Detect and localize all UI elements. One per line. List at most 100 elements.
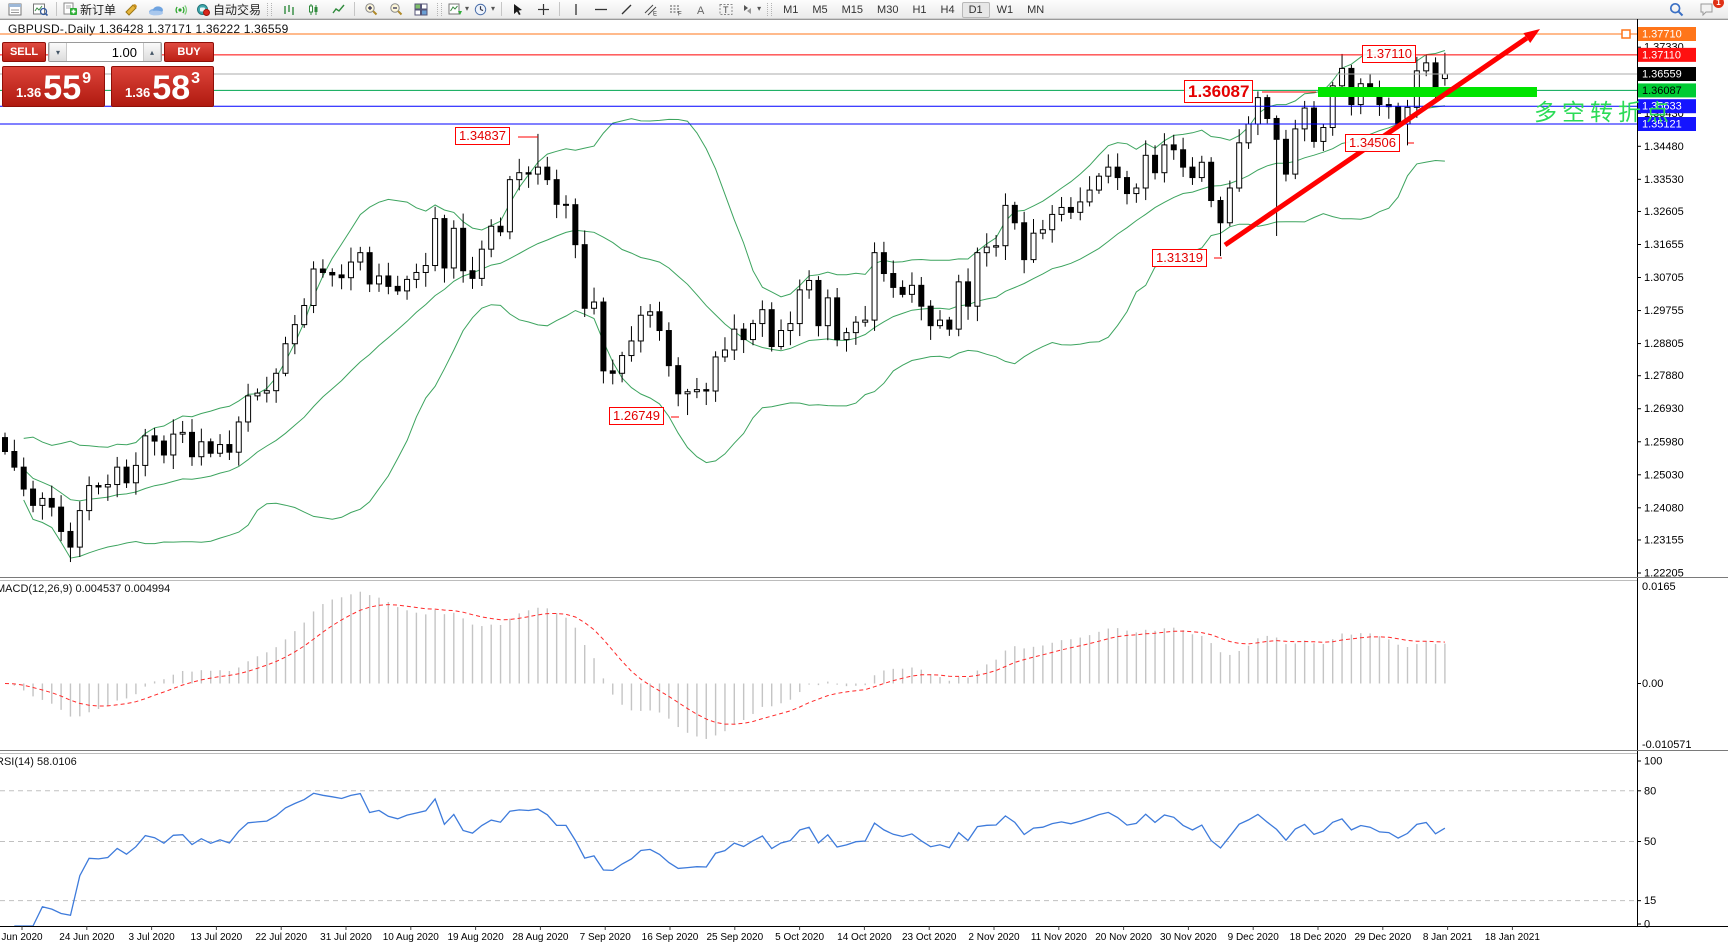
rsi-plot-layer — [0, 790, 1637, 926]
styler-brush-icon[interactable] — [119, 1, 143, 18]
macd-indicator-label: MACD(12,26,9) 0.004537 0.004994 — [0, 583, 171, 595]
rsi-axis-label: 50 — [1644, 836, 1656, 848]
timeframe-button-M1[interactable]: M1 — [783, 4, 799, 16]
new-order-button[interactable]: 新订单 — [61, 1, 118, 18]
cursor-tool-button[interactable] — [506, 1, 530, 18]
sell-price-button[interactable]: 1.36 55 9 — [2, 66, 105, 107]
date-label: 31 Jul 2020 — [320, 932, 372, 943]
arrows-tool-button[interactable]: ▾ — [739, 1, 763, 18]
price-tag[interactable]: 1.34837 — [455, 127, 510, 146]
date-label: Jun 2020 — [1, 932, 43, 943]
price-tag[interactable]: 1.34506 — [1345, 134, 1400, 153]
date-label: 2 Nov 2020 — [968, 932, 1020, 943]
price-tick-label: 1.30705 — [1644, 272, 1684, 284]
timeframe-button-W1[interactable]: W1 — [996, 4, 1014, 16]
notification-count-badge: 1 — [1713, 0, 1724, 8]
new-order-label: 新订单 — [80, 2, 117, 17]
crosshair-tool-button[interactable] — [531, 1, 555, 18]
price-tag[interactable]: 1.26749 — [609, 407, 664, 426]
timeframe-button-M15[interactable]: M15 — [841, 4, 864, 16]
date-label: 24 Jun 2020 — [59, 932, 114, 943]
trendline-tool-button[interactable] — [614, 1, 638, 18]
price-marker-label — [1638, 27, 1696, 41]
equidistant-channel-tool-button[interactable]: E — [639, 1, 663, 18]
ohlc-values: 1.36428 1.37171 1.36222 1.36559 — [98, 22, 289, 36]
signals-icon[interactable] — [169, 1, 193, 18]
mql5-cloud-icon[interactable] — [144, 1, 168, 18]
macd-histogram — [13, 591, 1446, 739]
sell-button[interactable]: SELL — [2, 42, 46, 62]
text-label-tool-button[interactable]: T — [714, 1, 738, 18]
annotation-text-note[interactable]: 多空转折点 — [1534, 99, 1674, 125]
zoom-out-button[interactable] — [384, 1, 408, 18]
timeframe-button-M5[interactable]: M5 — [812, 4, 828, 16]
trend-arrowhead — [1523, 29, 1540, 43]
auto-trading-label: 自动交易 — [213, 2, 262, 17]
chevron-down-icon: ▾ — [465, 4, 470, 13]
volume-decrease-button[interactable]: ▾ — [49, 43, 67, 61]
price-tick-label: 1.28805 — [1644, 338, 1684, 350]
volume-input[interactable] — [67, 43, 143, 61]
price-marker-text: 1.35633 — [1642, 101, 1682, 113]
one-click-trading-panel: SELL ▾ ▴ BUY 1.36 55 9 1.36 58 3 — [2, 42, 214, 107]
search-icon[interactable] — [1664, 1, 1688, 18]
date-label: 28 Aug 2020 — [512, 932, 569, 943]
ray-handle — [1621, 29, 1631, 39]
toolbar-separator — [56, 2, 57, 16]
svg-text:E: E — [653, 11, 657, 16]
terminal-window-icon[interactable] — [3, 1, 27, 18]
candlestick-chart-type-button[interactable] — [301, 1, 325, 18]
new-chart-button[interactable]: ▾ — [446, 1, 471, 18]
zoom-in-button[interactable] — [359, 1, 383, 18]
price-marker-label — [1638, 117, 1696, 132]
chevron-down-icon: ▾ — [757, 4, 762, 13]
price-tick-label: 1.27880 — [1644, 370, 1684, 382]
price-tag[interactable]: 1.36087 — [1184, 80, 1254, 104]
notifications-icon[interactable]: 1 — [1694, 0, 1724, 18]
auto-trading-button[interactable]: 自动交易 — [194, 1, 263, 18]
vertical-line-tool-button[interactable] — [564, 1, 588, 18]
fibonacci-tool-button[interactable]: F — [664, 1, 688, 18]
bar-chart-type-button[interactable] — [276, 1, 300, 18]
date-label: 7 Sep 2020 — [580, 932, 632, 943]
date-label: 18 Dec 2020 — [1290, 932, 1347, 943]
buy-button[interactable]: BUY — [164, 42, 214, 62]
date-label: 5 Oct 2020 — [775, 932, 824, 943]
svg-text:A: A — [697, 5, 705, 16]
tile-windows-button[interactable] — [409, 1, 433, 18]
date-label: 10 Aug 2020 — [383, 932, 440, 943]
horizontal-line-tool-button[interactable] — [589, 1, 613, 18]
timeframe-button-H4[interactable]: H4 — [940, 4, 955, 16]
price-tag[interactable]: 1.31319 — [1152, 249, 1207, 268]
price-tick-label: 1.23155 — [1644, 534, 1684, 546]
sell-price-prefix: 1.36 — [15, 85, 42, 100]
rsi-axis-label: 80 — [1644, 785, 1656, 797]
axes-layer: 1.373301.364801.354301.344801.335301.326… — [0, 19, 1728, 943]
price-marker-label — [1638, 47, 1696, 62]
toolbar-grip — [767, 2, 773, 16]
date-label: 30 Nov 2020 — [1160, 932, 1217, 943]
line-chart-type-button[interactable] — [326, 1, 350, 18]
timeframe-button-MN[interactable]: MN — [1027, 4, 1045, 16]
profiles-button[interactable]: ▾ — [472, 1, 497, 18]
chevron-down-icon: ▾ — [491, 4, 496, 13]
price-tag[interactable]: 1.37110 — [1362, 45, 1417, 64]
chart-ohlc-title: GBPUSD-,Daily 1.36428 1.37171 1.36222 1.… — [8, 22, 289, 36]
price-marker-label — [1638, 83, 1696, 98]
toolbar-grip — [437, 2, 443, 16]
market-watch-icon[interactable] — [28, 1, 52, 18]
buy-price-main: 58 — [152, 68, 191, 107]
text-tool-button[interactable]: A — [689, 1, 713, 18]
svg-text:F: F — [678, 11, 682, 16]
timeframe-button-M30[interactable]: M30 — [877, 4, 899, 16]
price-tick-label: 1.22205 — [1644, 568, 1684, 580]
main-plot-layer — [0, 29, 1637, 563]
macd-axis-zero: 0.00 — [1642, 678, 1663, 690]
timeframe-button-D1[interactable]: D1 — [961, 2, 990, 18]
buy-price-button[interactable]: 1.36 58 3 — [111, 66, 214, 107]
date-label: 22 Jul 2020 — [255, 932, 307, 943]
volume-increase-button[interactable]: ▴ — [143, 43, 161, 61]
timeframe-button-H1[interactable]: H1 — [912, 4, 927, 16]
macd-plot-layer — [4, 591, 1446, 739]
